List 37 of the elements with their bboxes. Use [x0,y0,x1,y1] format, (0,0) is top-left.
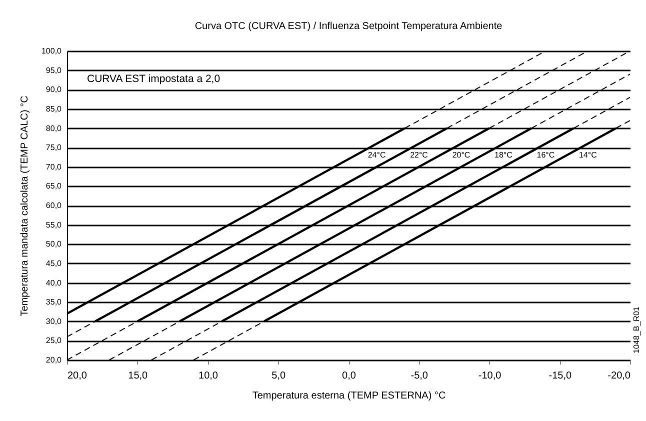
x-tick-label: 5,0 [272,370,286,382]
y-tick-label: 95,0 [46,66,62,75]
y-tick-label: 40,0 [46,278,62,288]
text: 1048_B_R01 [632,306,641,354]
y-tick-label: 30,0 [46,316,62,326]
y-tick-label: 45,0 [46,258,62,268]
y-tick-label: 55,0 [46,220,62,230]
x-axis-title: Temperatura esterna (TEMP ESTERNA) °C [252,390,446,402]
x-tick-label: -20,0 [608,370,631,382]
y-tick-label: 65,0 [46,182,62,191]
x-tick-label: -5,0 [410,370,428,382]
y-tick-label: 60,0 [46,201,62,210]
x-tick-label: 20,0 [68,370,88,382]
x-tick-label: 15,0 [128,370,148,382]
series-label: 18°C [494,150,513,160]
y-tick-label: 75,0 [46,143,62,152]
series-label: 22°C [410,150,428,160]
y-tick-label: 100,0 [41,46,62,56]
x-tick-label: -15,0 [548,370,572,382]
x-tick-label: 0,0 [342,370,356,382]
series-label: 24°C [368,150,386,160]
series-label: 20°C [452,150,470,160]
y-tick-label: 85,0 [46,104,62,114]
x-tick-label: -10,0 [478,370,502,382]
y-tick-label: 50,0 [46,240,62,249]
series-label: 14°C [578,150,598,160]
x-tick-label: 10,0 [198,370,218,382]
y-tick-label: 80,0 [46,124,62,133]
y-tick-label: 20,0 [46,356,62,364]
series-label: 16°C [536,150,555,160]
y-tick-label: 35,0 [46,298,62,307]
chart-title: Curva OTC (CURVA EST) / Influenza Setpoint Temperatura Ambiente [194,21,503,32]
y-axis-title: Temperatura mandata calcolata (TEMP CALC) °C [19,96,30,316]
y-tick-label: 70,0 [46,162,62,172]
y-tick-label: 25,0 [46,336,62,346]
annotation: CURVA EST impostata a 2,0 [87,73,220,85]
y-tick-label: 90,0 [46,85,62,94]
